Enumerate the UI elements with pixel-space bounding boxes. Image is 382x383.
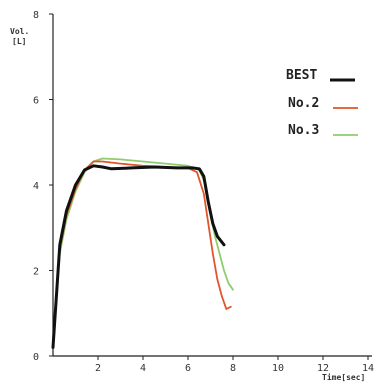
legend-label: No.3 [288, 123, 319, 138]
x-tick-label: 10 [272, 363, 284, 374]
y-ticks: 0 2 4 6 8 [33, 10, 53, 363]
x-tick-label: 6 [185, 363, 191, 374]
legend-label: BEST [286, 68, 317, 83]
series-lines [51, 157, 234, 349]
legend: BEST No.2 No.3 [286, 68, 358, 138]
y-axis-title-line-2: [L] [12, 37, 26, 46]
y-tick-label: 0 [33, 352, 39, 363]
series-line-best [51, 164, 226, 349]
x-tick-label: 12 [317, 363, 329, 374]
x-tick-label: 8 [230, 363, 236, 374]
series-line-no-2 [52, 160, 232, 349]
x-ticks: 2 4 6 8 10 12 14 [95, 356, 374, 374]
y-tick-label: 8 [33, 10, 39, 21]
x-axis-title: Time[sec] [322, 372, 365, 382]
x-tick-label: 4 [140, 363, 146, 374]
y-tick-label: 2 [33, 267, 39, 278]
y-axis-title: Vol. [L] [10, 27, 29, 46]
legend-label: No.2 [288, 96, 319, 111]
x-tick-label: 14 [362, 363, 374, 374]
x-tick-label: 2 [95, 363, 101, 374]
y-axis-title-line-1: Vol. [10, 27, 29, 36]
y-tick-label: 4 [33, 181, 39, 192]
y-tick-label: 6 [33, 96, 39, 107]
